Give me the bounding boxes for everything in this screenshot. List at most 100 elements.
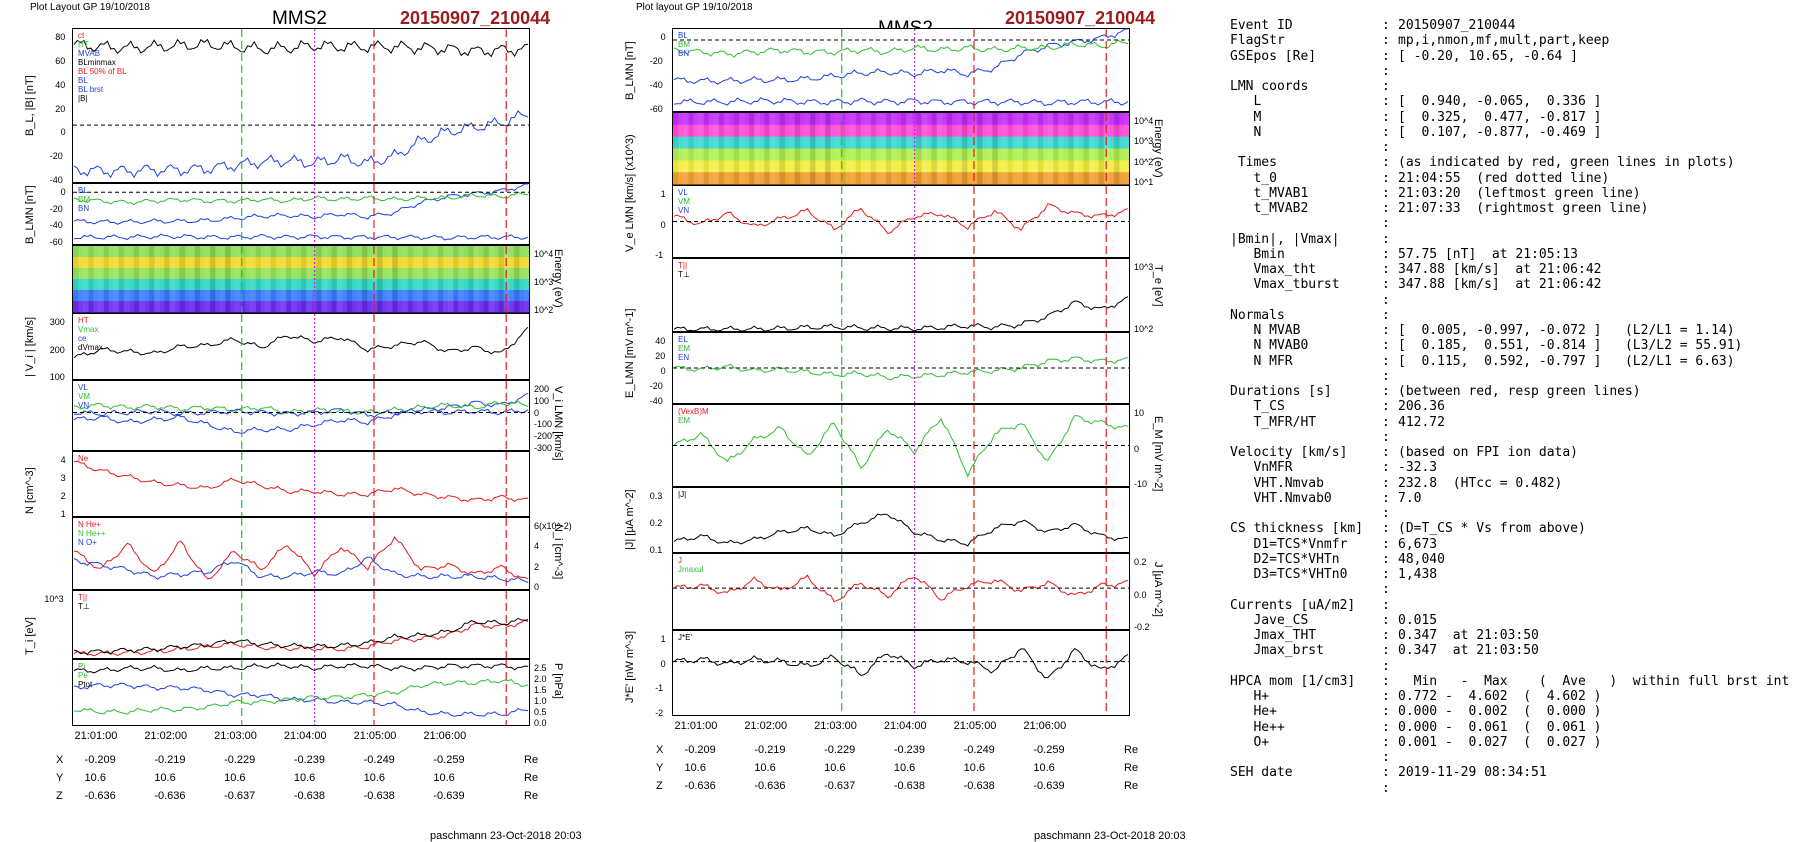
summary-value: 21:07:33 (rightmost green line): [1398, 201, 1649, 216]
y-axis-label: V_e LMN [km/s] (x10^3): [624, 133, 636, 252]
spectrogram-column: [825, 113, 831, 184]
spectrogram-column: [113, 246, 120, 312]
spectrogram-column: [235, 246, 241, 312]
y-axis-label: J [μA m^-2]: [1152, 561, 1164, 617]
legend-entry: MVAB: [78, 49, 100, 58]
spectrogram-column: [219, 246, 226, 312]
y-axis-label: J*E' [nW m^-3]: [624, 630, 636, 703]
summary-colon: :: [1382, 475, 1390, 491]
summary-key: T_MFR/HT: [1230, 414, 1317, 430]
spectrogram-band: [73, 246, 529, 258]
y-axis-label: B_LMN [nT]: [624, 41, 636, 100]
spectrogram-column: [830, 113, 836, 184]
y-tick-label: 0.1: [649, 545, 663, 555]
summary-row: SEH date:2019-11-29 08:34:51: [1230, 765, 1789, 780]
summary-row: O+:0.001 - 0.027 ( 0.027 ): [1230, 735, 1789, 750]
y-tick-label: 0: [660, 219, 666, 230]
summary-key: Event ID: [1230, 18, 1293, 33]
position-value: -0.638: [893, 780, 926, 792]
spectrogram-column: [387, 246, 393, 312]
position-value: 10.6: [363, 772, 386, 784]
series-line-t: [73, 617, 529, 655]
summary-key: O+: [1230, 734, 1270, 750]
spectrogram-column: [341, 246, 348, 312]
position-value: 10.6: [824, 762, 846, 774]
position-value: 10.6: [224, 772, 246, 784]
y-tick-label: 100: [534, 395, 550, 406]
y-axis-label: Energy (eV): [552, 249, 564, 308]
spectrogram-column: [1012, 113, 1019, 184]
summary-key: He++: [1230, 719, 1285, 735]
summary-colon: :: [1382, 201, 1390, 216]
spectrogram-column: [179, 246, 186, 312]
right-footer: paschmann 23-Oct-2018 20:03: [1034, 830, 1186, 842]
summary-row: VHT.Nmvab0:7.0: [1230, 491, 1789, 506]
y-tick-label: 0: [660, 32, 666, 42]
y-tick-label: 0.0: [1134, 589, 1147, 600]
spectrogram-column: [971, 113, 978, 184]
y-tick-label: 0: [660, 366, 666, 376]
legend-entry: T||: [678, 261, 687, 270]
summary-value: [ 0.005, -0.997, -0.072 ] (L2/L1 = 1.14): [1398, 323, 1735, 338]
legend-entry: Pi: [78, 662, 85, 671]
spectrogram-band: [73, 268, 529, 280]
summary-colon: :: [1382, 643, 1390, 659]
position-value: 10.6: [893, 762, 916, 774]
spectrogram-column: [326, 246, 332, 312]
spectrogram-column: [402, 246, 408, 312]
spectrogram-column: [956, 113, 963, 184]
summary-row: FlagStr: mp,i,nmon,mf,mult,part,keep: [1230, 33, 1789, 48]
position-value: 10.6: [684, 762, 706, 774]
summary-row: T_CS:206.36: [1230, 399, 1789, 414]
y-tick-label: -40: [49, 220, 63, 231]
spectrogram-column: [412, 246, 419, 312]
summary-key: N MVAB: [1230, 323, 1301, 338]
y-tick-label: -20: [49, 151, 63, 162]
summary-row: |Bmin|, |Vmax|:: [1230, 232, 1789, 247]
summary-row: VHT.Nmvab:232.8 (HTcc = 0.482): [1230, 476, 1789, 491]
summary-key: N MVAB0: [1230, 338, 1309, 354]
spectrogram-column: [280, 246, 287, 312]
spectrogram-band: [673, 148, 1129, 161]
summary-row: :: [1230, 781, 1789, 796]
y-axis-label: B_L, |B| [nT]: [24, 74, 36, 136]
summary-row: :: [1230, 140, 1789, 155]
summary-value: 7.0: [1398, 490, 1422, 506]
y-tick-label: -1: [655, 250, 664, 260]
summary-colon: :: [1382, 338, 1390, 354]
y-tick-label: 10^3: [44, 594, 64, 604]
summary-value: 2019-11-29 08:34:51: [1398, 765, 1547, 781]
position-value: -0.219: [754, 744, 786, 756]
spectrogram-column: [916, 113, 922, 184]
summary-colon: :: [1382, 185, 1390, 201]
summary-colon: :: [1382, 521, 1390, 537]
position-unit: Re: [524, 754, 539, 766]
spectrogram-column: [718, 113, 725, 184]
spectrogram-column: [794, 113, 801, 184]
spectrogram-column: [458, 246, 464, 312]
summary-colon: :: [1382, 94, 1390, 110]
spectrogram-column: [225, 246, 231, 312]
spectrogram-column: [493, 246, 500, 312]
spectrogram-column: [901, 113, 907, 184]
summary-value: (D=T_CS * Vs from above): [1398, 521, 1586, 537]
spectrogram-column: [723, 113, 730, 184]
summary-key: Vmax_tburst: [1230, 277, 1340, 293]
spectrogram-column: [880, 113, 887, 184]
y-tick-label: 10^3: [534, 277, 554, 287]
panel-frame: [672, 553, 1130, 630]
legend-entry: BM: [678, 40, 690, 49]
summary-row: Currents [uA/m2]:: [1230, 598, 1789, 613]
summary-key: HPCA mom [1/cm3]: [1230, 673, 1356, 689]
spectrogram-column: [442, 246, 449, 312]
summary-row: LMN coords:: [1230, 79, 1789, 94]
series-line-t: [673, 296, 1129, 332]
spectrogram-column: [366, 246, 373, 312]
y-tick-label: 200: [534, 384, 550, 394]
spectrogram-column: [133, 246, 140, 312]
spectrogram-column: [688, 113, 694, 184]
legend-entry: HT: [78, 40, 89, 49]
